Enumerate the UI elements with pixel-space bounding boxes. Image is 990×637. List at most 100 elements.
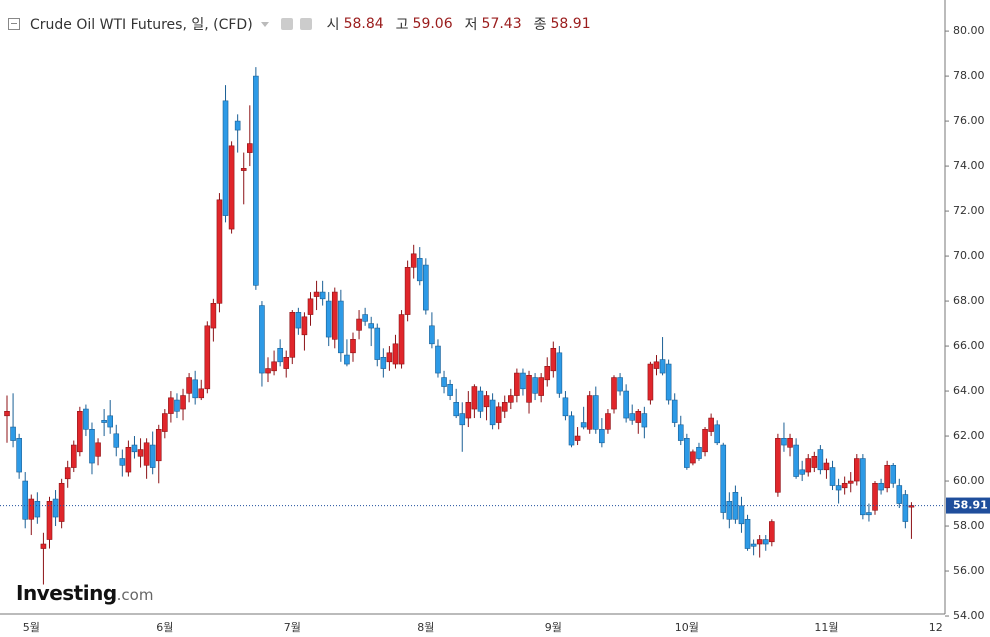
candle-body — [253, 75, 259, 286]
x-tick-label: 11월 — [814, 621, 838, 634]
candle — [477, 386, 484, 419]
candle — [665, 359, 672, 405]
candle-body — [459, 413, 466, 426]
candle-body — [453, 402, 459, 417]
candle — [113, 424, 120, 457]
candle — [495, 402, 502, 430]
candle-body — [137, 449, 144, 457]
candle — [520, 368, 526, 396]
candle — [471, 384, 478, 419]
candle — [756, 535, 763, 558]
candle — [410, 244, 417, 279]
candle — [860, 454, 866, 520]
candle-body — [89, 428, 95, 464]
candle-body — [726, 500, 733, 520]
candle-body — [738, 505, 745, 525]
candle — [77, 406, 83, 457]
x-tick-label: 7월 — [284, 621, 301, 634]
candle — [435, 339, 441, 378]
candle — [259, 301, 265, 387]
candle — [119, 449, 126, 477]
candle-body — [538, 377, 544, 396]
candle-body — [259, 305, 265, 374]
candle-body — [829, 467, 836, 486]
candle — [325, 292, 332, 347]
candle-body — [696, 446, 702, 459]
x-tick-label: 12 — [929, 621, 943, 634]
candle-body — [386, 352, 393, 363]
candle — [58, 478, 65, 529]
candle — [22, 472, 29, 529]
candle-body — [58, 482, 65, 522]
y-tick-label: 72.00 — [953, 204, 985, 217]
candle-body — [775, 437, 781, 493]
candle-body — [131, 444, 138, 453]
y-tick-label: 70.00 — [953, 249, 985, 262]
dropdown[interactable] — [260, 21, 269, 27]
candle — [489, 393, 496, 430]
candle — [811, 451, 818, 473]
candle-body — [344, 354, 350, 365]
candle — [174, 393, 180, 419]
candle-body — [374, 327, 381, 360]
settings-icon[interactable] — [280, 18, 293, 30]
candle — [896, 478, 903, 509]
candle — [356, 310, 362, 340]
candle-body — [435, 345, 441, 374]
candle-body — [866, 512, 872, 516]
y-tick-label: 74.00 — [953, 159, 985, 172]
candle-body — [313, 291, 320, 297]
candle — [720, 442, 727, 520]
candle-body — [228, 145, 235, 230]
candle-body — [769, 521, 775, 543]
candle — [447, 379, 453, 401]
candle — [301, 312, 308, 351]
candle — [392, 334, 399, 369]
collapse-icon[interactable] — [8, 18, 20, 30]
candle-body — [872, 482, 878, 511]
candle — [137, 438, 144, 468]
y-tick-label: 54.00 — [953, 609, 985, 622]
candle-body — [756, 539, 763, 545]
candle — [423, 258, 429, 315]
candle — [386, 346, 393, 371]
candle — [884, 460, 890, 493]
candle-body — [283, 357, 290, 369]
candle — [350, 332, 356, 362]
candle-body — [526, 375, 532, 403]
candle-body — [690, 451, 696, 464]
candle-body — [902, 494, 909, 522]
candle — [404, 260, 411, 322]
candle-body — [210, 303, 217, 329]
candle-body — [580, 422, 587, 428]
watermark-suffix: .com — [116, 586, 154, 604]
candle — [289, 310, 296, 365]
candle-body — [113, 433, 120, 448]
candle — [465, 391, 472, 428]
candle — [429, 312, 435, 349]
candle-body — [520, 372, 526, 390]
candle-body — [805, 458, 812, 473]
candle-body — [325, 300, 332, 338]
candle — [331, 287, 338, 349]
y-tick-label: 68.00 — [953, 294, 985, 307]
candle-body — [465, 402, 472, 419]
candle-body — [22, 480, 29, 520]
candle-body — [198, 388, 205, 399]
candle-body — [95, 442, 101, 457]
watermark: Investing.com — [16, 581, 153, 605]
close-label: 종 — [533, 17, 547, 33]
candle — [677, 415, 684, 446]
candle-body — [483, 395, 490, 408]
close-icon[interactable] — [299, 18, 312, 30]
candle-body — [477, 390, 484, 412]
y-tick-label: 78.00 — [953, 69, 985, 82]
candle-body — [289, 312, 296, 358]
candle-body — [295, 312, 302, 329]
candle-body — [307, 298, 314, 315]
candle-body — [240, 168, 247, 171]
y-tick-label: 76.00 — [953, 114, 985, 127]
candle — [538, 373, 544, 403]
candle-body — [793, 444, 799, 477]
candle-body — [34, 500, 41, 518]
